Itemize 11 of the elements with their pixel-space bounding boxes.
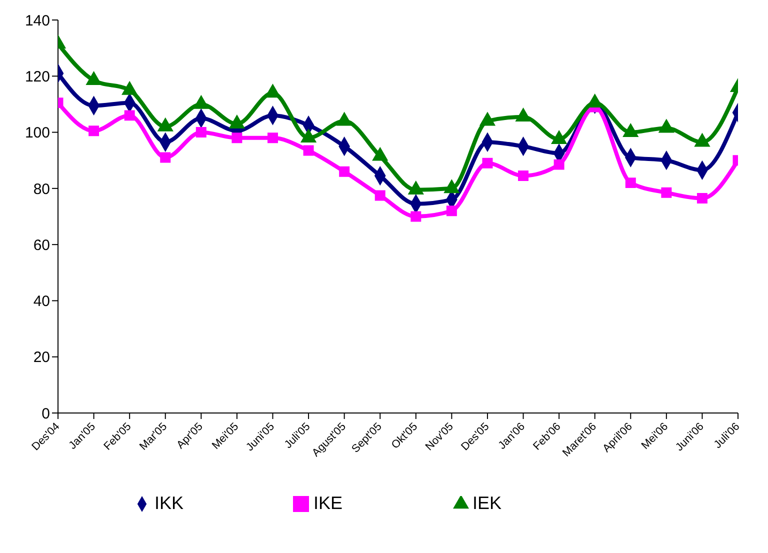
y-tick-label: 20: [33, 349, 50, 366]
y-tick-label: 120: [24, 68, 50, 86]
legend-label: IEK: [472, 493, 502, 513]
y-tick-label: 0: [42, 405, 50, 422]
legend-label: IKK: [154, 493, 184, 513]
y-tick-label: 100: [24, 124, 50, 142]
y-tick-label: 40: [33, 293, 50, 310]
y-tick-label: 140: [24, 12, 50, 30]
y-tick-label: 80: [33, 180, 50, 198]
legend-label: IKE: [313, 493, 342, 513]
y-tick-label: 60: [33, 236, 50, 254]
